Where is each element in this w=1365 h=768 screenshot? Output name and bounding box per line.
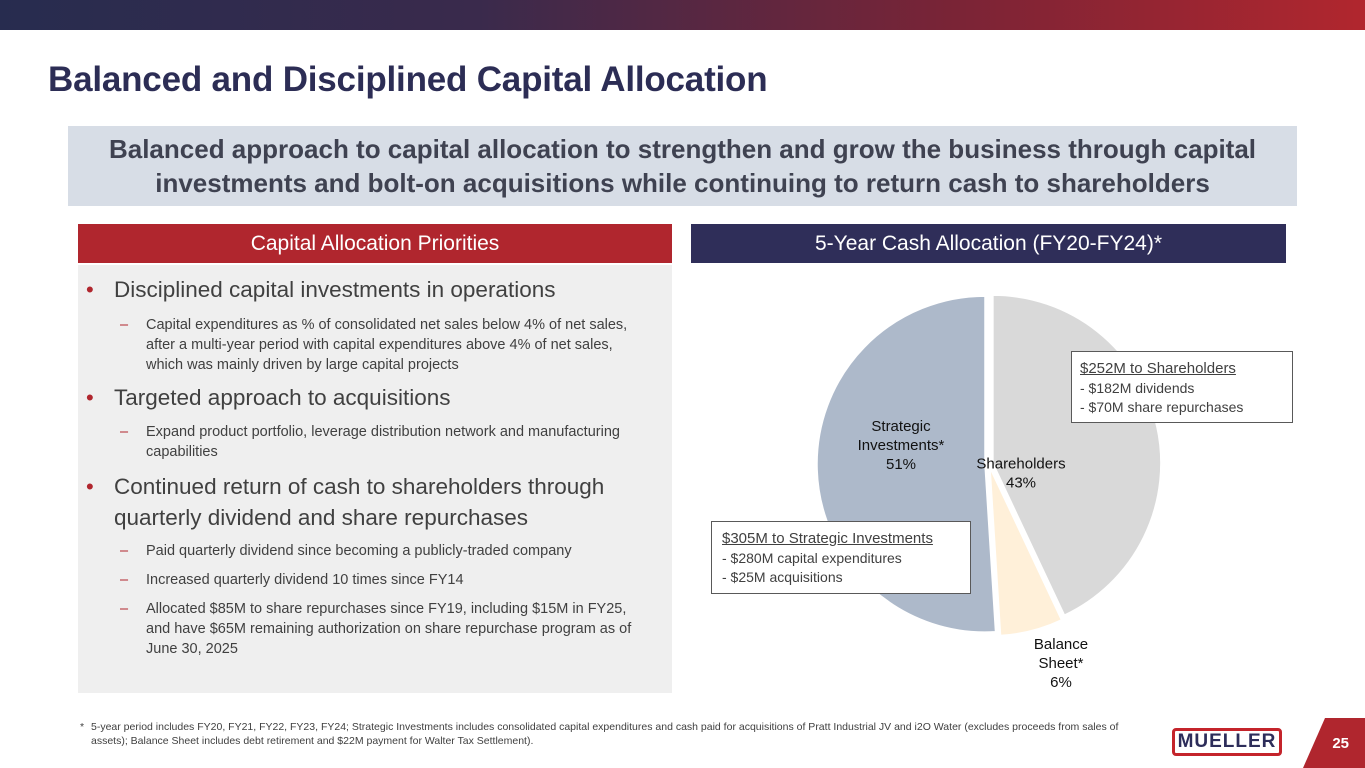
bullet-item: • Targeted approach to acquisitions [86,382,656,413]
pie-slice-label-line: Investments* [858,437,945,454]
pie-slice-label-line: Strategic [871,418,931,435]
cash-allocation-pie: Shareholders 43% Balance Sheet* 6% Strategic I… [691,265,1291,705]
shareholders-callout-line: - $182M dividends [1080,379,1284,398]
mueller-logo: MUELLER [1172,728,1282,756]
pie-slice-label-line: Balance [1034,636,1088,653]
bullet-item: • Disciplined capital investments in ope… [86,274,656,305]
cash-allocation-header-text: 5-Year Cash Allocation (FY20-FY24)* [815,232,1162,256]
sub-bullet-marker: – [120,315,128,335]
sub-bullet-text: Allocated $85M to share repurchases sinc… [120,599,648,659]
sub-bullet-marker: – [120,541,128,561]
sub-bullet-text: Expand product portfolio, leverage distr… [120,422,648,462]
footnote-text: 5-year period includes FY20, FY21, FY22,… [80,720,1155,748]
top-gradient-bar [0,0,1365,30]
shareholders-callout-heading: $252M to Shareholders [1080,359,1284,379]
shareholders-callout-line: - $70M share repurchases [1080,398,1284,417]
summary-banner: Balanced approach to capital allocation … [68,126,1297,206]
sub-bullet-marker: – [120,422,128,442]
cash-allocation-header: 5-Year Cash Allocation (FY20-FY24)* [691,224,1286,263]
page-number: 25 [1303,718,1365,768]
strategic-callout: $305M to Strategic Investments - $280M c… [711,521,971,594]
pie-slice-label-line: Sheet* [1038,655,1083,672]
sub-bullet-item: – Paid quarterly dividend since becoming… [120,541,648,561]
pie-slice-label-line: 43% [1006,475,1036,492]
strategic-callout-heading: $305M to Strategic Investments [722,529,961,549]
pie-slice-label-line: 51% [886,456,916,473]
pie-slice-label: Balance Sheet* 6% [1034,636,1088,691]
sub-bullet-text: Capital expenditures as % of consolidate… [120,315,648,375]
bullet-text: Targeted approach to acquisitions [86,382,656,413]
pie-slice-label-line: 6% [1050,674,1072,691]
sub-bullet-marker: – [120,570,128,590]
cash-allocation-chart: Shareholders 43% Balance Sheet* 6% Strategic I… [691,265,1291,705]
sub-bullet-item: – Allocated $85M to share repurchases si… [120,599,648,659]
page-title: Balanced and Disciplined Capital Allocat… [48,60,767,100]
page-number-text: 25 [1332,735,1349,752]
footnote-marker: * [80,720,84,734]
bullet-marker: • [86,274,94,305]
sub-bullet-marker: – [120,599,128,619]
capital-allocation-priorities-header-text: Capital Allocation Priorities [251,232,500,256]
sub-bullet-item: – Increased quarterly dividend 10 times … [120,570,648,590]
mueller-logo-text: MUELLER [1178,731,1277,753]
bullet-text: Disciplined capital investments in opera… [86,274,656,305]
summary-banner-text: Balanced approach to capital allocation … [103,132,1263,200]
bullet-item: • Continued return of cash to shareholde… [86,471,656,533]
sub-bullet-text: Paid quarterly dividend since becoming a… [120,541,648,561]
bullet-marker: • [86,471,94,502]
bullet-text: Continued return of cash to shareholders… [86,471,656,533]
bullet-marker: • [86,382,94,413]
pie-slice-label-line: Shareholders [976,456,1065,473]
shareholders-callout: $252M to Shareholders - $182M dividends … [1071,351,1293,423]
sub-bullet-item: – Expand product portfolio, leverage dis… [120,422,648,462]
strategic-callout-line: - $25M acquisitions [722,568,961,587]
strategic-callout-line: - $280M capital expenditures [722,549,961,568]
capital-allocation-priorities-header: Capital Allocation Priorities [78,224,672,263]
priorities-panel: • Disciplined capital investments in ope… [78,265,672,693]
sub-bullet-item: – Capital expenditures as % of consolida… [120,315,648,375]
footnote: * 5-year period includes FY20, FY21, FY2… [80,720,1155,748]
sub-bullet-text: Increased quarterly dividend 10 times si… [120,570,648,590]
